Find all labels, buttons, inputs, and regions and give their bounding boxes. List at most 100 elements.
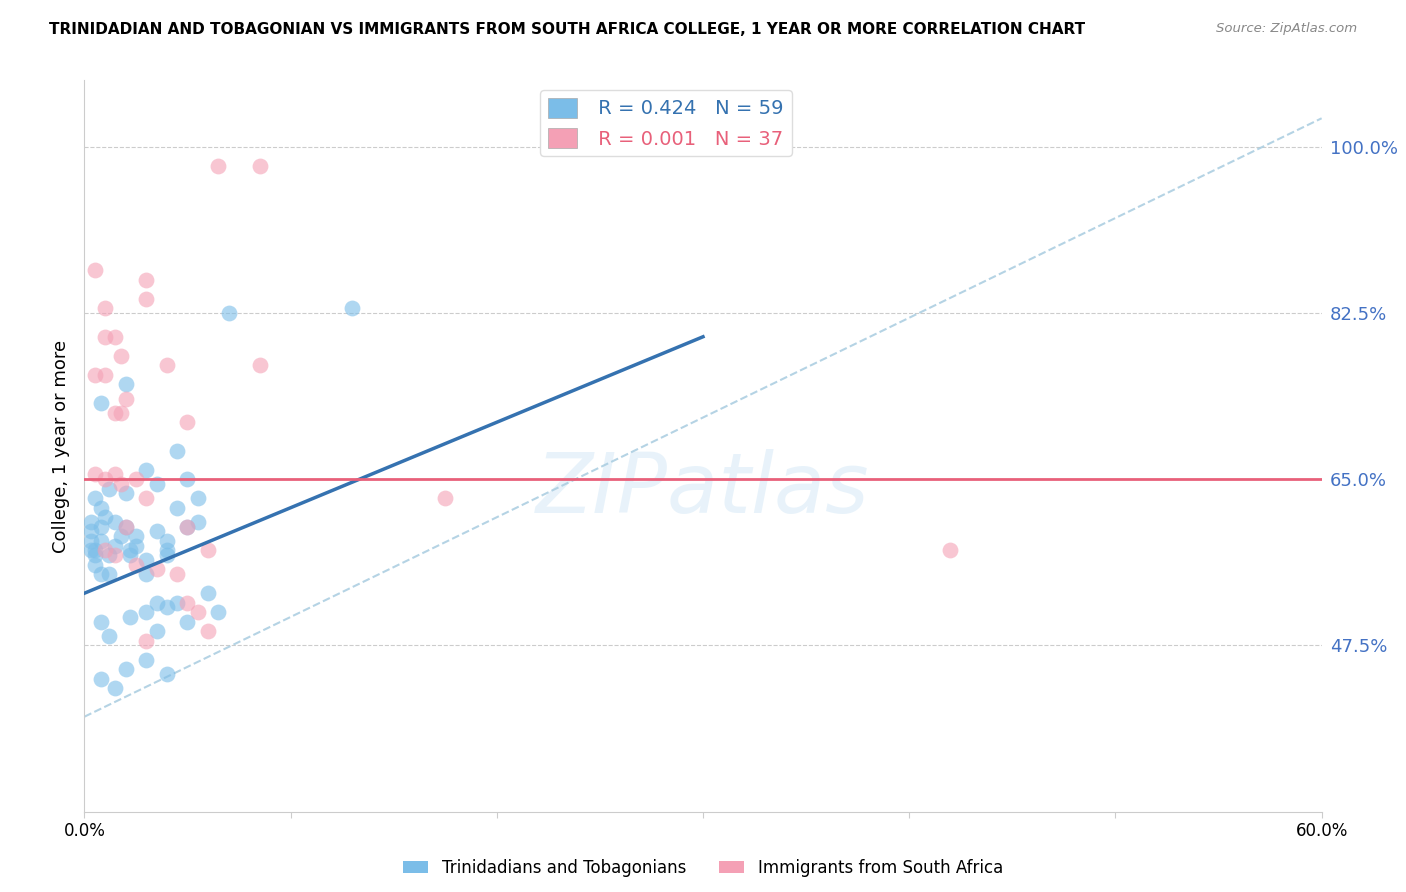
Point	[145, 524, 167, 539]
Point	[114, 662, 136, 676]
Point	[156, 667, 179, 681]
Point	[90, 615, 112, 629]
Point	[104, 330, 127, 344]
Point	[98, 567, 121, 582]
Point	[83, 548, 105, 562]
Text: TRINIDADIAN AND TOBAGONIAN VS IMMIGRANTS FROM SOUTH AFRICA COLLEGE, 1 YEAR OR MO: TRINIDADIAN AND TOBAGONIAN VS IMMIGRANTS…	[49, 22, 1085, 37]
Point	[187, 515, 209, 529]
Point	[156, 543, 179, 558]
Point	[83, 491, 105, 506]
Point	[90, 520, 112, 534]
Legend: Trinidadians and Tobagonians, Immigrants from South Africa: Trinidadians and Tobagonians, Immigrants…	[396, 853, 1010, 884]
Point	[156, 358, 179, 372]
Point	[176, 520, 198, 534]
Point	[118, 610, 141, 624]
Point	[94, 368, 117, 382]
Point	[166, 567, 188, 582]
Point	[135, 292, 157, 306]
Point	[145, 624, 167, 639]
Point	[94, 472, 117, 486]
Point	[90, 500, 112, 515]
Point	[90, 672, 112, 686]
Point	[166, 443, 188, 458]
Point	[135, 463, 157, 477]
Point	[118, 548, 141, 562]
Point	[249, 358, 271, 372]
Point	[94, 543, 117, 558]
Point	[110, 406, 132, 420]
Point	[118, 543, 141, 558]
Point	[197, 586, 219, 600]
Point	[83, 543, 105, 558]
Point	[197, 543, 219, 558]
Legend:  R = 0.424   N = 59,  R = 0.001   N = 37: R = 0.424 N = 59, R = 0.001 N = 37	[540, 90, 792, 156]
Y-axis label: College, 1 year or more: College, 1 year or more	[52, 340, 70, 552]
Point	[83, 263, 105, 277]
Point	[135, 553, 157, 567]
Point	[125, 529, 148, 543]
Point	[218, 306, 240, 320]
Point	[114, 520, 136, 534]
Point	[79, 515, 101, 529]
Point	[104, 515, 127, 529]
Point	[156, 533, 179, 548]
Point	[176, 596, 198, 610]
Point	[135, 273, 157, 287]
Point	[342, 301, 364, 316]
Point	[83, 467, 105, 482]
Point	[197, 624, 219, 639]
Point	[110, 477, 132, 491]
Point	[104, 548, 127, 562]
Point	[166, 500, 188, 515]
Point	[166, 596, 188, 610]
Point	[176, 415, 198, 429]
Point	[176, 472, 198, 486]
Point	[207, 159, 229, 173]
Point	[135, 653, 157, 667]
Point	[135, 605, 157, 619]
Point	[79, 543, 101, 558]
Point	[83, 558, 105, 572]
Point	[156, 600, 179, 615]
Point	[135, 567, 157, 582]
Text: ZIPatlas: ZIPatlas	[536, 450, 870, 531]
Text: Source: ZipAtlas.com: Source: ZipAtlas.com	[1216, 22, 1357, 36]
Point	[98, 482, 121, 496]
Point	[145, 562, 167, 576]
Point	[90, 396, 112, 410]
Point	[104, 539, 127, 553]
Point	[125, 558, 148, 572]
Point	[94, 510, 117, 524]
Point	[104, 467, 127, 482]
Point	[104, 681, 127, 696]
Point	[104, 406, 127, 420]
Point	[249, 159, 271, 173]
Point	[207, 605, 229, 619]
Point	[98, 548, 121, 562]
Point	[94, 301, 117, 316]
Point	[114, 392, 136, 406]
Point	[94, 330, 117, 344]
Point	[110, 529, 132, 543]
Point	[114, 377, 136, 392]
Point	[145, 477, 167, 491]
Point	[187, 491, 209, 506]
Point	[145, 596, 167, 610]
Point	[98, 629, 121, 643]
Point	[79, 524, 101, 539]
Point	[83, 368, 105, 382]
Point	[79, 533, 101, 548]
Point	[187, 605, 209, 619]
Point	[125, 472, 148, 486]
Point	[90, 533, 112, 548]
Point	[114, 520, 136, 534]
Point	[114, 486, 136, 500]
Point	[90, 567, 112, 582]
Point	[156, 548, 179, 562]
Point	[125, 539, 148, 553]
Point	[135, 491, 157, 506]
Point	[176, 520, 198, 534]
Point	[939, 543, 962, 558]
Point	[135, 633, 157, 648]
Point	[434, 491, 457, 506]
